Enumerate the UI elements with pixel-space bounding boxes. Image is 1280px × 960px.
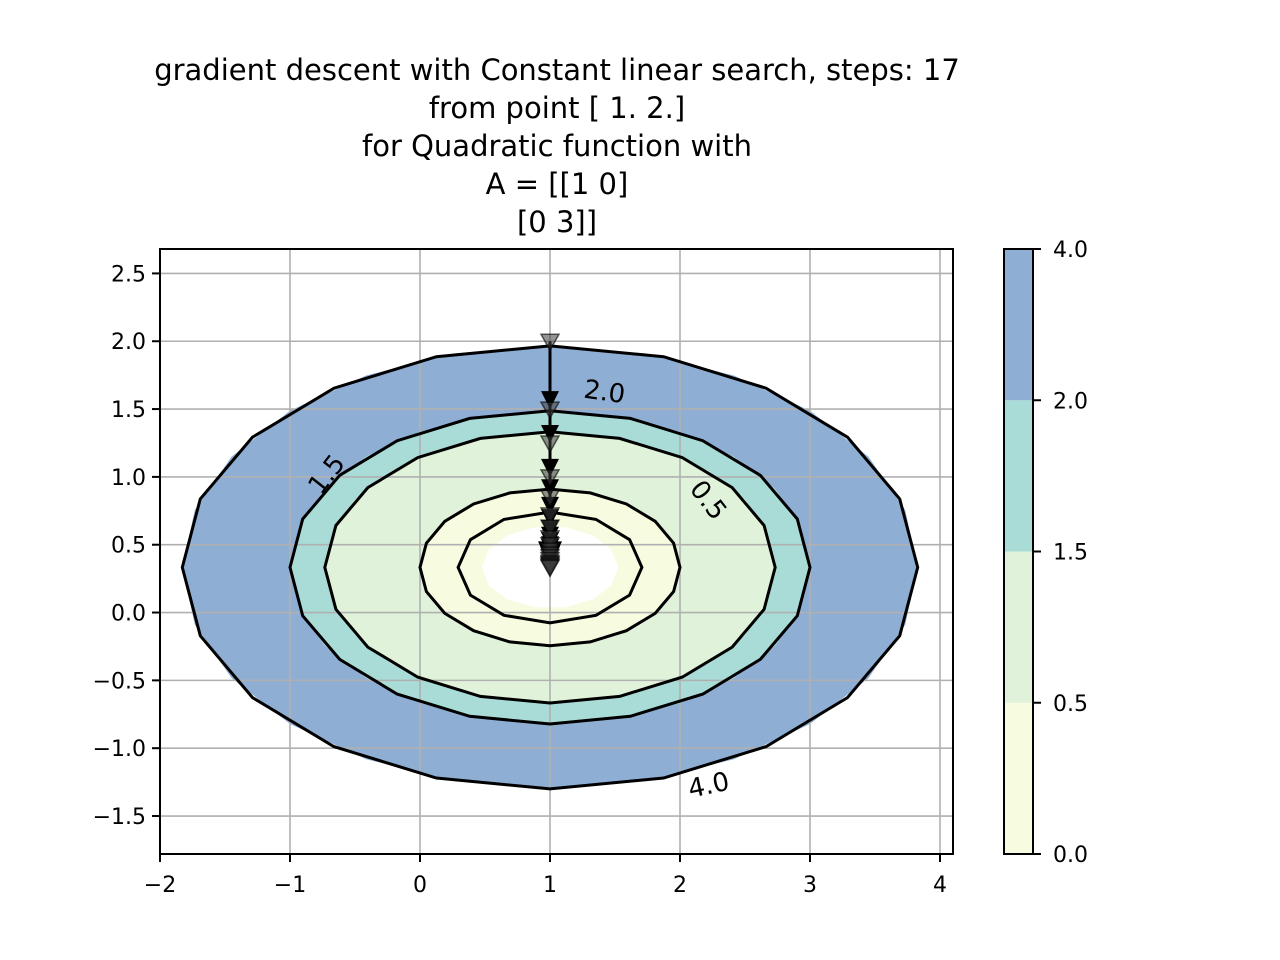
contour-label: 2.0 (582, 375, 627, 410)
iterate-marker (539, 507, 561, 526)
contour-line-1.5 (323, 430, 777, 705)
axes-box (159, 248, 954, 855)
colorbar-tick-label: 0.0 (1053, 843, 1088, 868)
iterate-marker (539, 489, 561, 508)
contour-line-0.25 (456, 510, 644, 625)
y-tick-label: −0.5 (93, 669, 146, 694)
grid-lines (159, 249, 953, 854)
contour-lines (180, 344, 920, 791)
contour-line-0.5 (418, 487, 682, 648)
y-tick-label: 0.5 (111, 534, 146, 559)
y-tick-label: 0.0 (111, 602, 146, 627)
axes-frame (159, 248, 954, 855)
colorbar-tick-label: 0.5 (1053, 692, 1088, 717)
title-line: from point [ 1. 2.] (429, 91, 685, 125)
descent-arrow (541, 391, 559, 410)
colorbar-tick-label: 1.5 (1053, 541, 1088, 566)
x-tick-label: 2 (673, 873, 687, 898)
x-tick-label: −1 (274, 873, 306, 898)
y-tick-label: 1.0 (111, 466, 146, 491)
colorbar-segment (1004, 702, 1033, 854)
y-axis: −1.5 −1.0 −0.5 0.0 0.5 1.0 1.5 2.0 2.5 (93, 262, 160, 830)
title-line: gradient descent with Constant linear se… (154, 53, 960, 87)
y-tick-label: −1.5 (93, 805, 146, 830)
contour-line-4 (180, 344, 920, 791)
colorbar-segment (1004, 551, 1033, 703)
x-tick-label: 4 (933, 873, 947, 898)
y-tick-label: 1.5 (111, 398, 146, 423)
x-axis: −2 −1 0 1 2 3 4 (144, 854, 947, 898)
x-tick-label: 1 (543, 873, 557, 898)
x-tick-label: 3 (803, 873, 817, 898)
descent-arrow (541, 424, 559, 443)
descent-arrow (541, 479, 559, 498)
iterate-marker (539, 333, 561, 352)
chart-title: gradient descent with Constant linear se… (154, 53, 960, 239)
y-tick-label: −1.0 (93, 737, 146, 762)
title-line: for Quadratic function with (362, 129, 752, 163)
iterate-marker (539, 435, 561, 454)
title-line: A = [[1 0] (486, 167, 629, 201)
y-tick-label: 2.5 (111, 262, 146, 287)
colorbar-tick-label: 4.0 (1053, 238, 1088, 263)
x-tick-label: 0 (413, 873, 427, 898)
iterate-marker (539, 519, 561, 538)
descent-arrow (541, 458, 559, 477)
title-line: [0 3]] (517, 205, 597, 239)
y-tick-label: 2.0 (111, 330, 146, 355)
contour-line-2 (288, 409, 812, 726)
colorbar: 0.0 0.5 1.5 2.0 4.0 (1003, 238, 1088, 868)
colorbar-segment (1004, 249, 1033, 401)
iterate-marker (539, 469, 561, 488)
iterate-marker (539, 559, 561, 578)
iterate-marker (539, 401, 561, 420)
colorbar-segment (1004, 400, 1033, 552)
plot-area: 2.01.50.54.0 −2 −1 0 1 2 3 4 −1.5−1.0−0.50.00.… (93, 248, 954, 898)
x-tick-label: −2 (144, 873, 176, 898)
descent-path (538, 333, 562, 578)
colorbar-tick-label: 2.0 (1053, 389, 1088, 414)
